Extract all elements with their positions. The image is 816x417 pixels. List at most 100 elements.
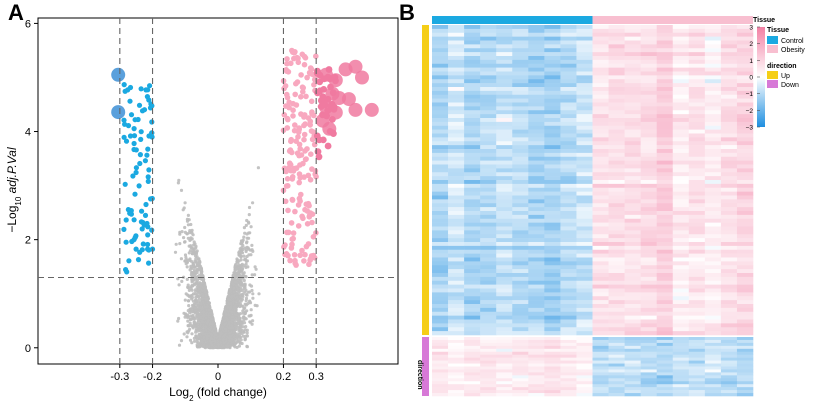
heatmap-cell [432, 44, 448, 48]
heatmap-cell [593, 281, 609, 285]
heatmap-cell [625, 145, 641, 149]
heatmap-cell [673, 223, 689, 227]
heatmap-cell [593, 145, 609, 149]
heatmap-cell [593, 153, 609, 157]
heatmap-cell [480, 145, 496, 149]
heatmap-cell [576, 277, 592, 281]
heatmap-cell [480, 157, 496, 161]
heatmap-cell [432, 227, 448, 231]
heatmap-cell [528, 33, 544, 37]
heatmap-cell [641, 87, 657, 91]
heatmap-cell [593, 238, 609, 242]
heatmap-cell [673, 165, 689, 169]
heatmap-cell [609, 172, 625, 176]
ns-point [184, 256, 187, 259]
heatmap-cell [432, 219, 448, 223]
heatmap-cell [689, 172, 705, 176]
heatmap-cell [657, 48, 673, 52]
heatmap-cell [432, 172, 448, 176]
heatmap-cell [609, 296, 625, 300]
heatmap-cell [641, 106, 657, 110]
heatmap-cell [657, 211, 673, 215]
heatmap-cell [480, 172, 496, 176]
ns-point [257, 166, 260, 169]
heatmap-cell [464, 114, 480, 118]
heatmap-cell [609, 153, 625, 157]
heatmap-cell [480, 95, 496, 99]
ns-point [201, 345, 204, 348]
ns-point [242, 312, 245, 315]
heatmap-cell [705, 118, 721, 122]
ns-point [189, 223, 192, 226]
up-point [298, 94, 304, 100]
heatmap-cell [464, 172, 480, 176]
heatmap-cell [609, 211, 625, 215]
heatmap-cell [432, 238, 448, 242]
heatmap-cell [689, 79, 705, 83]
heatmap-cell [432, 184, 448, 188]
heatmap-cell [593, 91, 609, 95]
heatmap-cell [593, 122, 609, 126]
heatmap-cell [448, 254, 464, 258]
heatmap-cell [625, 91, 641, 95]
heatmap-cell [512, 227, 528, 231]
heatmap-cell [560, 289, 576, 293]
ns-point [193, 240, 196, 243]
heatmap-cell [721, 141, 737, 145]
heatmap-cell [737, 211, 753, 215]
heatmap-cell [496, 223, 512, 227]
heatmap-cell [464, 223, 480, 227]
heatmap-cell [576, 168, 592, 172]
heatmap-cell [480, 106, 496, 110]
heatmap-cell [705, 188, 721, 192]
heatmap-cell [496, 60, 512, 64]
heatmap-cell [705, 192, 721, 196]
heatmap-cell [625, 172, 641, 176]
heatmap-cell [673, 196, 689, 200]
heatmap-cell [464, 130, 480, 134]
heatmap-cell [689, 48, 705, 52]
heatmap-cell [496, 292, 512, 296]
heatmap-cell [705, 203, 721, 207]
heatmap-cell [721, 48, 737, 52]
heatmap-cell [512, 118, 528, 122]
ns-point [210, 344, 213, 347]
heatmap-cell [464, 83, 480, 87]
heatmap-cell [464, 79, 480, 83]
heatmap-cell [560, 184, 576, 188]
heatmap-cell [576, 211, 592, 215]
heatmap-cell [737, 99, 753, 103]
heatmap-cell [641, 261, 657, 265]
heatmap-cell [480, 103, 496, 107]
up-point [285, 125, 291, 131]
up-point [290, 197, 296, 203]
heatmap-cell [496, 106, 512, 110]
heatmap-cell [593, 196, 609, 200]
heatmap-cell [609, 122, 625, 126]
heatmap-cell [512, 134, 528, 138]
heatmap-cell [641, 83, 657, 87]
heatmap-cell [625, 281, 641, 285]
heatmap-cell [528, 223, 544, 227]
heatmap-cell [448, 91, 464, 95]
heatmap-cell [528, 25, 544, 29]
heatmap-cell [544, 87, 560, 91]
heatmap-cell [689, 161, 705, 165]
heatmap-cell [593, 273, 609, 277]
heatmap-cell [544, 227, 560, 231]
heatmap-cell [464, 215, 480, 219]
heatmap-cell [560, 223, 576, 227]
heatmap-cell [721, 68, 737, 72]
heatmap-cell [657, 25, 673, 29]
heatmap-cell [593, 227, 609, 231]
up-point [297, 175, 303, 181]
ns-point [248, 206, 251, 209]
heatmap-cell [705, 87, 721, 91]
heatmap-cell [528, 79, 544, 83]
up-point [309, 99, 315, 105]
heatmap-cell [737, 296, 753, 300]
heatmap-cell [576, 29, 592, 33]
heatmap-cell [657, 60, 673, 64]
ns-point [198, 260, 201, 263]
heatmap-cell [448, 114, 464, 118]
